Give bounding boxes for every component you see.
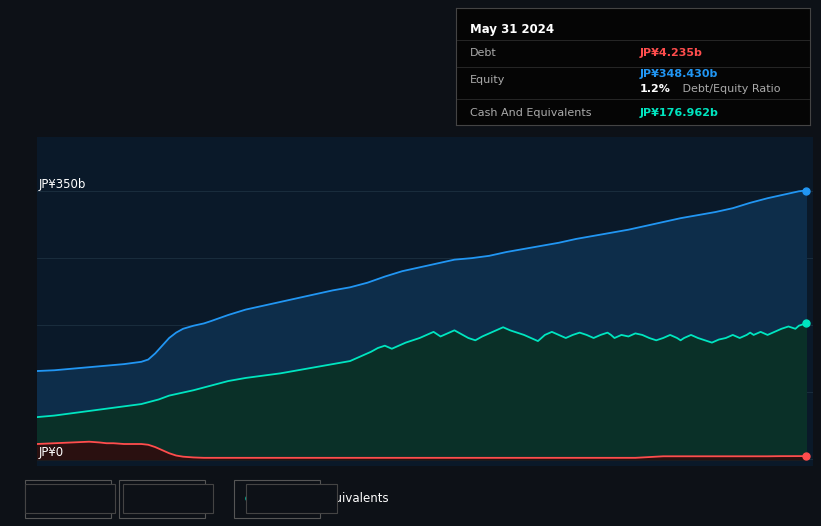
Text: JP¥0: JP¥0 [39, 447, 63, 459]
Text: May 31 2024: May 31 2024 [470, 23, 554, 36]
Text: JP¥348.430b: JP¥348.430b [640, 68, 718, 78]
FancyBboxPatch shape [234, 480, 320, 518]
FancyBboxPatch shape [119, 480, 205, 518]
Text: JP¥4.235b: JP¥4.235b [640, 48, 703, 58]
Text: JP¥350b: JP¥350b [39, 178, 86, 190]
Text: Debt/Equity Ratio: Debt/Equity Ratio [679, 84, 781, 94]
Text: 1.2%: 1.2% [640, 84, 671, 94]
FancyBboxPatch shape [25, 480, 111, 518]
Text: Equity: Equity [470, 75, 505, 85]
Text: JP¥176.962b: JP¥176.962b [640, 108, 719, 118]
Text: Debt: Debt [51, 492, 80, 505]
Text: Cash And Equivalents: Cash And Equivalents [470, 108, 591, 118]
Text: Debt: Debt [470, 48, 497, 58]
Text: Equity: Equity [145, 492, 183, 505]
Text: Cash And Equivalents: Cash And Equivalents [260, 492, 389, 505]
